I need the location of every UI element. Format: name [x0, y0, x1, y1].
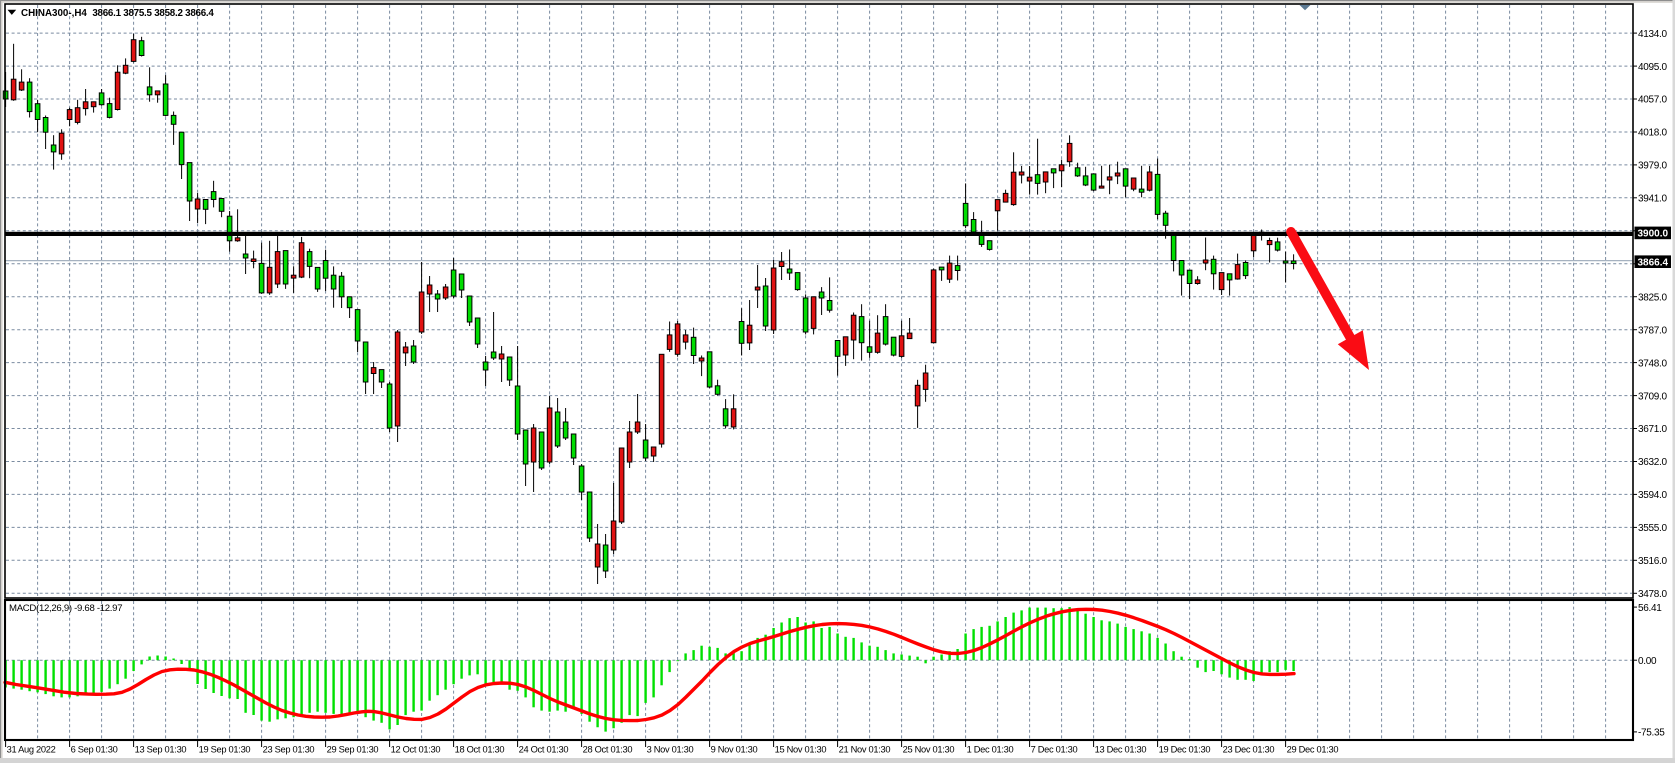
svg-text:29 Sep 01:30: 29 Sep 01:30 [327, 744, 379, 754]
svg-text:3941.0: 3941.0 [1638, 194, 1668, 205]
svg-text:23 Dec 01:30: 23 Dec 01:30 [1223, 744, 1275, 754]
svg-text:3671.0: 3671.0 [1638, 424, 1668, 435]
svg-text:31 Aug 2022: 31 Aug 2022 [7, 744, 56, 754]
svg-text:3516.0: 3516.0 [1638, 556, 1668, 567]
svg-text:3632.0: 3632.0 [1638, 457, 1668, 468]
svg-text:19 Dec 01:30: 19 Dec 01:30 [1159, 744, 1211, 754]
svg-text:3825.0: 3825.0 [1638, 292, 1668, 303]
svg-text:CHINA300-,H4 3866.1 3875.5 38: CHINA300-,H4 3866.1 3875.5 3858.2 3866.4 [21, 8, 214, 19]
svg-text:3979.0: 3979.0 [1638, 161, 1668, 172]
svg-text:13 Sep 01:30: 13 Sep 01:30 [135, 744, 187, 754]
svg-text:-75.35: -75.35 [1638, 728, 1665, 739]
svg-text:28 Oct 01:30: 28 Oct 01:30 [583, 744, 633, 754]
svg-text:29 Dec 01:30: 29 Dec 01:30 [1287, 744, 1339, 754]
svg-text:4018.0: 4018.0 [1638, 128, 1668, 139]
svg-text:7 Dec 01:30: 7 Dec 01:30 [1031, 744, 1078, 754]
svg-text:4134.0: 4134.0 [1638, 29, 1668, 40]
svg-text:9 Nov 01:30: 9 Nov 01:30 [711, 744, 758, 754]
svg-text:25 Nov 01:30: 25 Nov 01:30 [903, 744, 955, 754]
svg-text:18 Oct 01:30: 18 Oct 01:30 [455, 744, 505, 754]
svg-text:19 Sep 01:30: 19 Sep 01:30 [199, 744, 251, 754]
svg-text:3866.4: 3866.4 [1638, 257, 1669, 268]
svg-text:21 Nov 01:30: 21 Nov 01:30 [839, 744, 891, 754]
svg-text:3900.0: 3900.0 [1638, 229, 1669, 240]
svg-text:3787.0: 3787.0 [1638, 325, 1668, 336]
svg-text:3594.0: 3594.0 [1638, 490, 1668, 501]
svg-text:1 Dec 01:30: 1 Dec 01:30 [967, 744, 1014, 754]
svg-text:MACD(12,26,9) -9.68 -12.97: MACD(12,26,9) -9.68 -12.97 [9, 603, 122, 614]
svg-text:3555.0: 3555.0 [1638, 523, 1668, 534]
svg-text:23 Sep 01:30: 23 Sep 01:30 [263, 744, 315, 754]
svg-text:13 Dec 01:30: 13 Dec 01:30 [1095, 744, 1147, 754]
svg-text:4057.0: 4057.0 [1638, 95, 1668, 106]
svg-text:3478.0: 3478.0 [1638, 589, 1668, 600]
svg-text:6 Sep 01:30: 6 Sep 01:30 [71, 744, 118, 754]
svg-text:12 Oct 01:30: 12 Oct 01:30 [391, 744, 441, 754]
svg-text:3709.0: 3709.0 [1638, 391, 1668, 402]
svg-text:56.41: 56.41 [1638, 603, 1662, 614]
svg-text:24 Oct 01:30: 24 Oct 01:30 [519, 744, 569, 754]
svg-text:4095.0: 4095.0 [1638, 62, 1668, 73]
svg-text:15 Nov 01:30: 15 Nov 01:30 [775, 744, 827, 754]
svg-text:0.00: 0.00 [1638, 656, 1657, 667]
svg-text:3748.0: 3748.0 [1638, 358, 1668, 369]
svg-text:3 Nov 01:30: 3 Nov 01:30 [647, 744, 694, 754]
